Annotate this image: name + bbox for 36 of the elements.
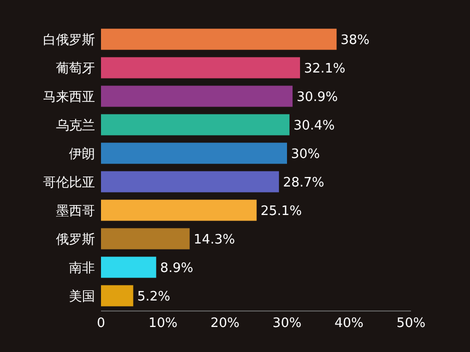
y-tick-label: 马来西亚: [43, 90, 95, 105]
data-label: 25.1%: [260, 204, 302, 219]
data-label: 38%: [340, 32, 370, 48]
bar: [101, 57, 300, 78]
data-label: 30.9%: [296, 90, 338, 105]
y-tick-label: 南非: [69, 260, 95, 276]
y-tick-label: 葡萄牙: [56, 61, 95, 76]
data-label: 14.3%: [194, 232, 235, 248]
data-label: 32.1%: [304, 61, 346, 76]
data-label: 8.9%: [160, 260, 194, 276]
y-tick-label: 俄罗斯: [56, 232, 95, 248]
data-label: 28.7%: [282, 175, 324, 190]
y-tick-label: 伊朗: [69, 146, 95, 162]
bar: [101, 142, 287, 164]
y-tick-label: 哥伦比亚: [43, 175, 95, 190]
x-tick-label: 30%: [272, 316, 302, 331]
x-tick-label: 10%: [148, 316, 178, 331]
data-label: 30%: [291, 146, 320, 162]
bar: [101, 200, 257, 221]
bar: [101, 114, 290, 136]
x-tick-label: 20%: [210, 316, 240, 331]
bar: [101, 28, 337, 50]
y-tick-label: 白俄罗斯: [43, 32, 95, 48]
bar: [101, 285, 134, 306]
bar: [101, 86, 293, 107]
bar: [101, 256, 156, 278]
y-tick-label: 墨西哥: [56, 204, 95, 219]
y-tick-label: 美国: [69, 288, 95, 304]
bar: [101, 228, 190, 250]
x-tick-label: 0: [96, 316, 106, 331]
y-tick-label: 乌克兰: [56, 118, 95, 134]
data-label: 5.2%: [137, 289, 170, 304]
x-tick-label: 40%: [334, 316, 364, 331]
x-tick-label: 50%: [396, 316, 426, 331]
bar: [101, 171, 279, 192]
data-label: 30.4%: [293, 118, 335, 134]
